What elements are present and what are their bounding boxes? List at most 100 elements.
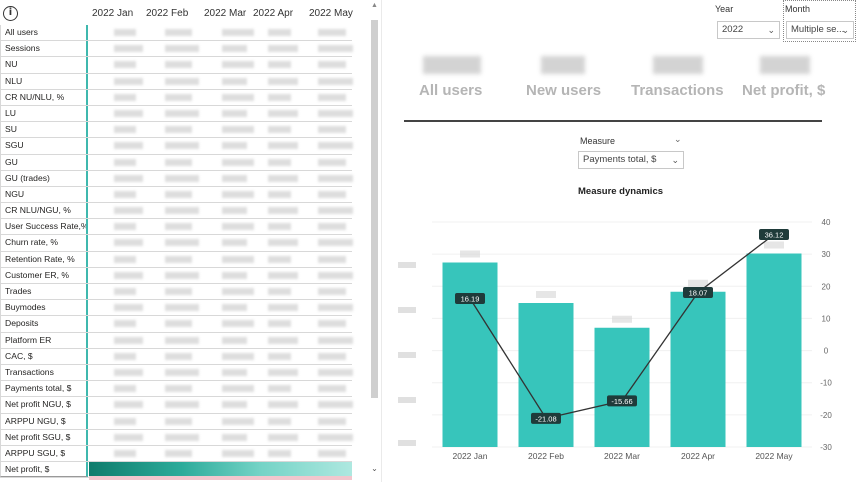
matrix-cell-blurred <box>114 336 143 344</box>
matrix-column-head[interactable]: 2022 Jan <box>92 8 134 19</box>
matrix-cell-blurred <box>165 29 192 36</box>
matrix-cell-blurred <box>268 255 291 263</box>
y-tick-blurred <box>398 352 416 358</box>
measure-dynamics-chart: 40 30 20 10 0 -10 -20 -30 2022 Jan 2022 Feb 2022 M… <box>398 218 832 461</box>
matrix-cell-blurred <box>165 77 199 85</box>
bar-label-blurred <box>612 315 632 323</box>
matrix-row: CR NLU/NGU, % <box>0 203 353 220</box>
bar <box>746 253 802 447</box>
kpi-new-users: New users <box>526 82 602 99</box>
matrix-rows: All users Sessions NU NLU CR NU/NLU, % LU SU SG… <box>0 25 353 479</box>
info-icon[interactable]: i <box>3 6 18 21</box>
matrix-column-head[interactable]: 2022 May <box>309 8 353 19</box>
matrix-cell-blurred <box>222 288 254 295</box>
matrix-row: ARPPU NGU, $ <box>0 413 352 430</box>
measure-select[interactable]: Payments total, $ ⌄ <box>578 151 684 169</box>
matrix-cell-blurred <box>165 223 192 231</box>
matrix-cell-blurred <box>222 368 247 376</box>
matrix-cell-blurred <box>318 385 346 393</box>
month-select[interactable]: Multiple se... ⌄ <box>786 21 854 39</box>
matrix-cell-blurred <box>222 29 254 36</box>
matrix-cell-blurred <box>165 158 192 166</box>
matrix-cell-blurred <box>318 158 346 166</box>
matrix-cell-blurred <box>222 93 254 101</box>
matrix-cell-blurred <box>222 109 247 117</box>
matrix-row-label: Deposits <box>0 316 88 332</box>
matrix-cell-blurred <box>268 223 291 231</box>
matrix-cell-blurred <box>222 158 254 166</box>
matrix-cell-blurred <box>318 29 346 36</box>
month-select-value: Multiple se... <box>791 24 845 35</box>
matrix-row: Customer ER, % <box>0 267 353 284</box>
matrix-row-label: Retention Rate, % <box>0 251 88 267</box>
matrix-row-label: GU <box>0 154 88 170</box>
kpi-value-blurred <box>423 56 481 74</box>
matrix-column-head[interactable]: 2022 Apr <box>253 8 294 19</box>
bar-label-blurred <box>460 250 480 258</box>
matrix-cell-blurred <box>268 207 298 215</box>
chevron-down-icon[interactable]: ⌄ <box>674 134 682 144</box>
matrix-cell-blurred <box>114 190 136 198</box>
matrix-cell-blurred <box>222 190 254 198</box>
year-select[interactable]: 2022 ⌄ <box>717 21 780 39</box>
matrix-cell-blurred <box>268 109 298 117</box>
matrix-column-header: 2022 Jan 2022 Feb 2022 Mar 2022 Apr 2022 May <box>89 0 353 25</box>
matrix-cell-blurred <box>318 271 353 279</box>
matrix-cell-blurred <box>318 320 346 328</box>
matrix-row-label: Buymodes <box>0 300 88 316</box>
matrix-cell-blurred <box>222 417 254 425</box>
kpi-all-users: All users <box>419 82 483 99</box>
matrix-row-label: Net profit SGU, $ <box>0 429 88 445</box>
matrix-cell-blurred <box>114 158 136 166</box>
matrix-cell-blurred <box>114 29 136 36</box>
matrix-cell-blurred <box>268 449 291 457</box>
matrix-cell-blurred <box>165 449 192 457</box>
matrix-cell-blurred <box>222 223 254 231</box>
matrix-cell-blurred <box>114 255 136 263</box>
matrix-row-label: Churn rate, % <box>0 235 88 251</box>
matrix-cell-blurred <box>268 190 291 198</box>
chevron-down-icon: ⌄ <box>767 25 775 35</box>
data-label: -21.08 <box>535 414 556 423</box>
scroll-down-icon[interactable]: ⌄ <box>371 464 378 473</box>
data-label-bg <box>759 228 789 240</box>
matrix-cell-blurred <box>318 255 346 263</box>
matrix-row: User Success Rate,% <box>0 219 352 236</box>
matrix-column-head[interactable]: 2022 Feb <box>146 8 189 19</box>
matrix-cell-blurred <box>114 126 136 134</box>
matrix-cell-blurred <box>165 93 192 101</box>
matrix-cell-blurred <box>222 45 247 53</box>
matrix-row: SU <box>0 122 352 139</box>
scroll-up-icon[interactable]: ▲ <box>371 2 378 9</box>
x-tick-label: 2022 Feb <box>528 451 564 461</box>
matrix-cell-blurred <box>165 336 199 344</box>
chart-title: Measure dynamics <box>578 186 664 197</box>
matrix-row: Platform ER <box>0 332 353 349</box>
y2-tick-label: 30 <box>822 250 831 259</box>
measure-slicer-label: Measure <box>580 136 616 146</box>
matrix-row: Sessions <box>0 41 353 58</box>
matrix-cell-blurred <box>318 61 346 69</box>
month-filter-label: Month <box>785 4 811 14</box>
matrix-cell-blurred <box>222 207 247 215</box>
matrix-cell-blurred <box>222 336 247 344</box>
matrix-column-head[interactable]: 2022 Mar <box>204 8 247 19</box>
data-label-bg <box>455 293 485 305</box>
matrix-cell-blurred <box>222 271 247 279</box>
matrix-cell-blurred <box>318 433 353 441</box>
matrix-visual: i 2022 Jan 2022 Feb 2022 Mar 2022 Apr 2022 M… <box>0 0 380 482</box>
kpi-divider-line <box>404 120 822 122</box>
matrix-cell-blurred <box>222 142 247 150</box>
matrix-cell-blurred <box>318 368 353 376</box>
matrix-cell-blurred <box>114 385 136 393</box>
matrix-cell-blurred <box>268 93 291 101</box>
matrix-row-label: Trades <box>0 284 88 300</box>
matrix-scrollbar[interactable]: ▲ ⌄ <box>370 2 379 474</box>
y-tick-blurred <box>398 397 416 403</box>
chevron-down-icon: ⌄ <box>671 155 679 165</box>
matrix-row: CAC, $ <box>0 348 352 365</box>
matrix-cell-blurred <box>318 336 353 344</box>
scroll-thumb[interactable] <box>371 20 378 398</box>
matrix-row: GU <box>0 154 352 171</box>
matrix-row: All users <box>0 25 352 42</box>
